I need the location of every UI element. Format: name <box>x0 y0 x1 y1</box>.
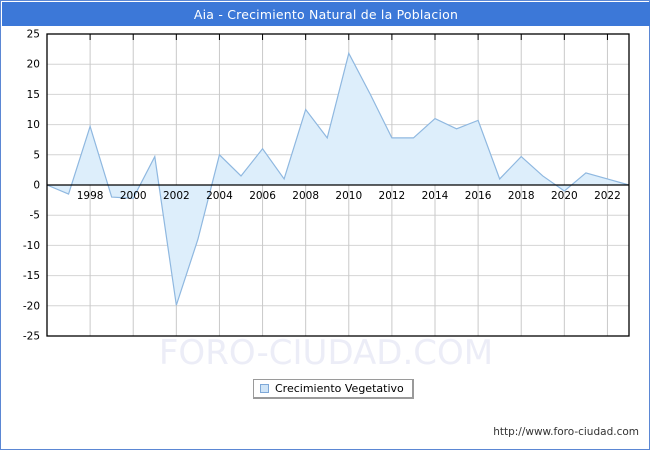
svg-text:-5: -5 <box>30 210 40 222</box>
svg-text:0: 0 <box>33 180 40 192</box>
svg-text:1998: 1998 <box>77 190 104 202</box>
svg-text:-20: -20 <box>23 300 40 312</box>
chart-canvas: 25 20 15 10 5 0 -5 -10 -15 -20 -25 1998 2000 2002 200… <box>23 29 630 343</box>
plot-area: 25 20 15 10 5 0 -5 -10 -15 -20 -25 1998 2000 2002 200… <box>1 26 650 451</box>
page-title: Aia - Crecimiento Natural de la Poblacio… <box>193 6 459 22</box>
svg-text:2002: 2002 <box>163 190 190 202</box>
svg-text:-25: -25 <box>23 331 40 343</box>
svg-text:2012: 2012 <box>379 190 406 202</box>
x-axis-tick-marks <box>89 34 608 40</box>
x-axis-tick-labels: 1998 2000 2002 2004 2006 2008 2010 2012 2014 2016… <box>77 190 621 202</box>
svg-text:2000: 2000 <box>120 190 147 202</box>
legend-label-crecimiento-vegetativo: Crecimiento Vegetativo <box>275 382 404 395</box>
svg-text:2022: 2022 <box>594 190 621 202</box>
svg-text:20: 20 <box>27 59 40 71</box>
chart-legend: Crecimiento Vegetativo <box>253 379 414 399</box>
plot-border <box>46 33 630 337</box>
y-axis-tick-labels: 25 20 15 10 5 0 -5 -10 -15 -20 -25 <box>23 29 40 343</box>
svg-text:-10: -10 <box>23 240 40 252</box>
series-line-crecimiento-vegetativo <box>46 51 630 306</box>
footer-url: http://www.foro-ciudad.com <box>493 426 639 438</box>
svg-text:2010: 2010 <box>335 190 362 202</box>
svg-text:2006: 2006 <box>249 190 276 202</box>
series-area-crecimiento-vegetativo <box>47 53 629 306</box>
svg-text:2004: 2004 <box>206 190 233 202</box>
svg-text:2016: 2016 <box>465 190 492 202</box>
svg-text:2008: 2008 <box>292 190 319 202</box>
svg-text:2018: 2018 <box>508 190 535 202</box>
svg-text:5: 5 <box>33 149 40 161</box>
svg-text:10: 10 <box>27 119 40 131</box>
svg-text:-15: -15 <box>23 270 40 282</box>
svg-text:25: 25 <box>27 29 40 41</box>
legend-swatch-crecimiento-vegetativo <box>260 384 269 393</box>
svg-text:2020: 2020 <box>551 190 578 202</box>
svg-text:15: 15 <box>27 89 40 101</box>
window-title-bar: Aia - Crecimiento Natural de la Poblacio… <box>2 2 650 26</box>
svg-text:2014: 2014 <box>422 190 449 202</box>
